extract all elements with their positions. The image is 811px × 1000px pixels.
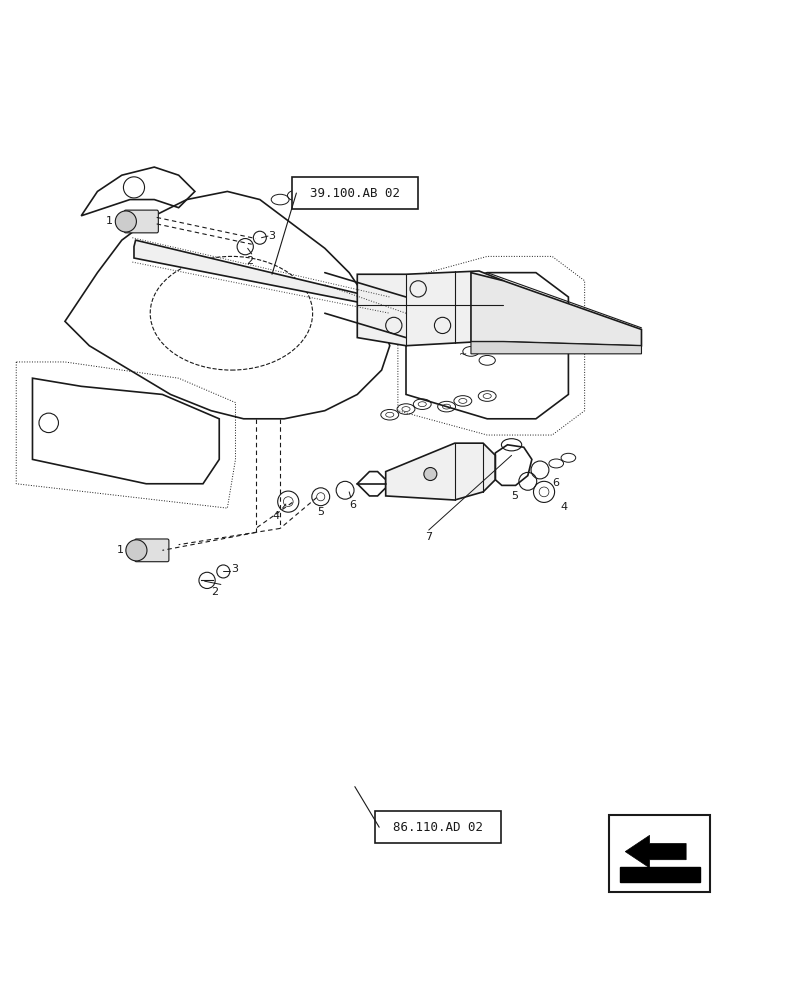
Polygon shape bbox=[385, 443, 495, 500]
Text: 1: 1 bbox=[117, 545, 123, 555]
FancyBboxPatch shape bbox=[124, 210, 158, 233]
Text: 3: 3 bbox=[231, 564, 238, 574]
Text: 86.110.AD 02: 86.110.AD 02 bbox=[393, 821, 483, 834]
Text: 2: 2 bbox=[212, 587, 218, 597]
Text: 6: 6 bbox=[349, 500, 356, 510]
Text: 7: 7 bbox=[425, 532, 431, 542]
Text: 39.100.AB 02: 39.100.AB 02 bbox=[310, 187, 400, 200]
Text: 3: 3 bbox=[268, 231, 275, 241]
FancyBboxPatch shape bbox=[608, 815, 710, 892]
Text: 4: 4 bbox=[272, 511, 279, 521]
Text: 6: 6 bbox=[551, 478, 559, 488]
Circle shape bbox=[423, 468, 436, 481]
FancyBboxPatch shape bbox=[135, 539, 169, 562]
Circle shape bbox=[126, 540, 147, 561]
Text: 5: 5 bbox=[317, 507, 324, 517]
Polygon shape bbox=[470, 342, 641, 354]
Polygon shape bbox=[624, 835, 685, 868]
Text: 4: 4 bbox=[560, 502, 567, 512]
Text: ~: ~ bbox=[458, 350, 466, 360]
Text: 5: 5 bbox=[510, 491, 517, 501]
Circle shape bbox=[115, 211, 136, 232]
Text: 1: 1 bbox=[106, 216, 113, 226]
FancyBboxPatch shape bbox=[292, 177, 418, 209]
FancyBboxPatch shape bbox=[619, 867, 699, 882]
Polygon shape bbox=[470, 273, 641, 346]
Polygon shape bbox=[357, 271, 503, 346]
Polygon shape bbox=[134, 240, 389, 308]
Text: 2: 2 bbox=[247, 256, 253, 266]
FancyBboxPatch shape bbox=[375, 811, 500, 843]
